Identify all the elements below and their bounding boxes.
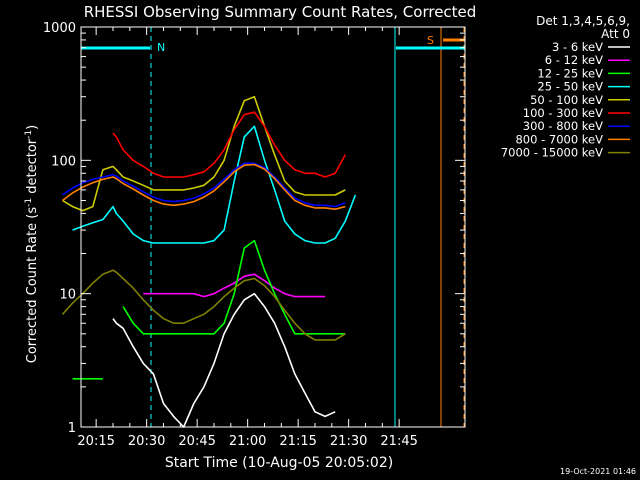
series-line-7 xyxy=(62,163,346,210)
series-line-5 xyxy=(112,111,347,178)
x-tick-label-5: 21:30 xyxy=(330,434,367,449)
legend-label-2: 12 - 25 keV xyxy=(537,66,603,80)
x-tick-label-1: 20:30 xyxy=(128,434,165,449)
legend-label-0: 3 - 6 keV xyxy=(552,40,603,54)
legend-header-line-1: Det 1,3,4,5,6,9, xyxy=(536,14,630,28)
x-tick-label-0: 20:15 xyxy=(77,434,114,449)
legend-label-5: 100 - 300 keV xyxy=(523,106,603,120)
x-axis-label: Start Time (10-Aug-05 20:05:02) xyxy=(165,455,393,471)
series-line-6 xyxy=(62,162,346,208)
series-line-4 xyxy=(62,95,346,212)
plot-area: NS xyxy=(61,27,465,428)
y-tick-label-0: 1 xyxy=(68,421,76,436)
x-tick-label-4: 21:15 xyxy=(279,434,316,449)
chart-title: RHESSI Observing Summary Count Rates, Co… xyxy=(84,3,477,21)
axes: 20:15 20:30 20:45 21:00 21:15 21:30 21:45 1 10 10… xyxy=(43,21,466,449)
legend-label-4: 50 - 100 keV xyxy=(530,93,603,107)
x-tick-label-3: 21:00 xyxy=(229,434,266,449)
y-tick-label-1: 10 xyxy=(59,288,76,303)
series-line-3 xyxy=(72,125,357,244)
x-tick-label-6: 21:45 xyxy=(380,434,417,449)
legend-label-8: 7000 - 15000 keV xyxy=(501,146,603,160)
x-tick-label-2: 20:45 xyxy=(178,434,215,449)
series-line-0 xyxy=(112,292,336,428)
legend-label-6: 300 - 800 keV xyxy=(523,119,603,133)
y-axis-label: Corrected Count Rate (s-1 detector-1) xyxy=(24,125,40,363)
y-tick-label-2: 100 xyxy=(51,154,76,169)
y-tick-label-3: 1000 xyxy=(43,21,76,36)
series-line-1 xyxy=(143,273,326,298)
night-marker-label: N xyxy=(157,41,165,54)
saa-marker-label: S xyxy=(427,34,434,47)
legend-header-line-2: Att 0 xyxy=(601,27,630,41)
legend-label-3: 25 - 50 keV xyxy=(537,80,603,94)
legend-label-7: 800 - 7000 keV xyxy=(515,132,603,146)
series-line-2 xyxy=(72,239,346,380)
series-line-8 xyxy=(61,269,346,341)
axes-frame xyxy=(80,26,466,428)
footer-timestamp: 19-Oct-2021 01:46 xyxy=(560,467,636,476)
legend-label-1: 6 - 12 keV xyxy=(545,53,603,67)
